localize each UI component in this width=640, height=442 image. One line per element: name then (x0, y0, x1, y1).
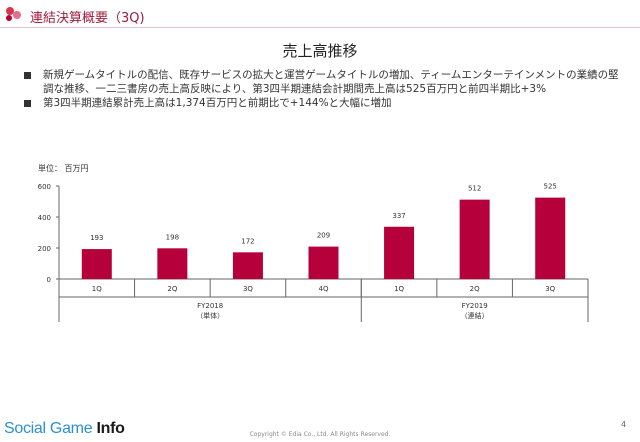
bar (232, 252, 263, 279)
bullet-text: 新規ゲームタイトルの配信、既存サービスの拡大と運営ゲームタイトルの増加、ティーム… (43, 69, 619, 95)
bar (157, 248, 188, 279)
group-label: FY2019 (462, 302, 488, 310)
y-tick-label: 200 (38, 245, 51, 253)
bar-value-label: 198 (166, 233, 179, 241)
bullet-text: 第3四半期連結累計売上高は1,374百万円と前期比で+144%と大幅に増加 (43, 97, 392, 109)
y-tick-label: 400 (38, 214, 51, 222)
y-tick-label: 600 (38, 183, 51, 191)
bullet-square-icon (24, 100, 31, 107)
group-label: FY2018 (197, 302, 223, 310)
company-logo-icon (6, 7, 21, 21)
bar-value-label: 172 (241, 237, 254, 245)
bar-value-label: 193 (90, 234, 103, 242)
category-label: 3Q (545, 285, 555, 293)
bar-value-label: 209 (317, 232, 330, 240)
category-label: 2Q (470, 285, 480, 293)
unit-label: 単位： 百万円 (38, 164, 89, 173)
category-label: 2Q (167, 285, 177, 293)
header-divider (0, 27, 640, 28)
slide-title: 連結決算概要（3Q) (30, 11, 145, 26)
bar-value-label: 525 (544, 183, 557, 191)
bar (308, 246, 339, 279)
watermark: Social Game Info (4, 420, 125, 438)
bar (81, 249, 112, 279)
bullet-list: 新規ゲームタイトルの配信、既存サービスの拡大と運営ゲームタイトルの増加、ティーム… (20, 69, 620, 112)
bar (459, 199, 490, 279)
bar (535, 197, 566, 279)
bar-value-label: 512 (468, 185, 481, 193)
group-sublabel: （連結） (461, 311, 489, 320)
category-label: 1Q (394, 285, 404, 293)
copyright-text: Copyright © Edia Co., Ltd. All Rights Re… (249, 431, 391, 438)
y-tick-label: 0 (47, 276, 51, 284)
bullet-item: 第3四半期連結累計売上高は1,374百万円と前期比で+144%と大幅に増加 (20, 97, 620, 111)
category-label: 3Q (243, 285, 253, 293)
category-label: 4Q (319, 285, 329, 293)
bullet-item: 新規ゲームタイトルの配信、既存サービスの拡大と運営ゲームタイトルの増加、ティーム… (20, 69, 620, 96)
category-label: 1Q (92, 285, 102, 293)
bar-value-label: 337 (392, 212, 405, 220)
watermark-text-bold: Info (96, 420, 125, 437)
bullet-square-icon (24, 72, 31, 79)
group-sublabel: （単体） (196, 311, 224, 320)
page-number: 4 (621, 420, 627, 429)
chart-title: 売上高推移 (282, 42, 358, 60)
bar (384, 226, 415, 279)
watermark-text: Social Game (4, 420, 97, 437)
